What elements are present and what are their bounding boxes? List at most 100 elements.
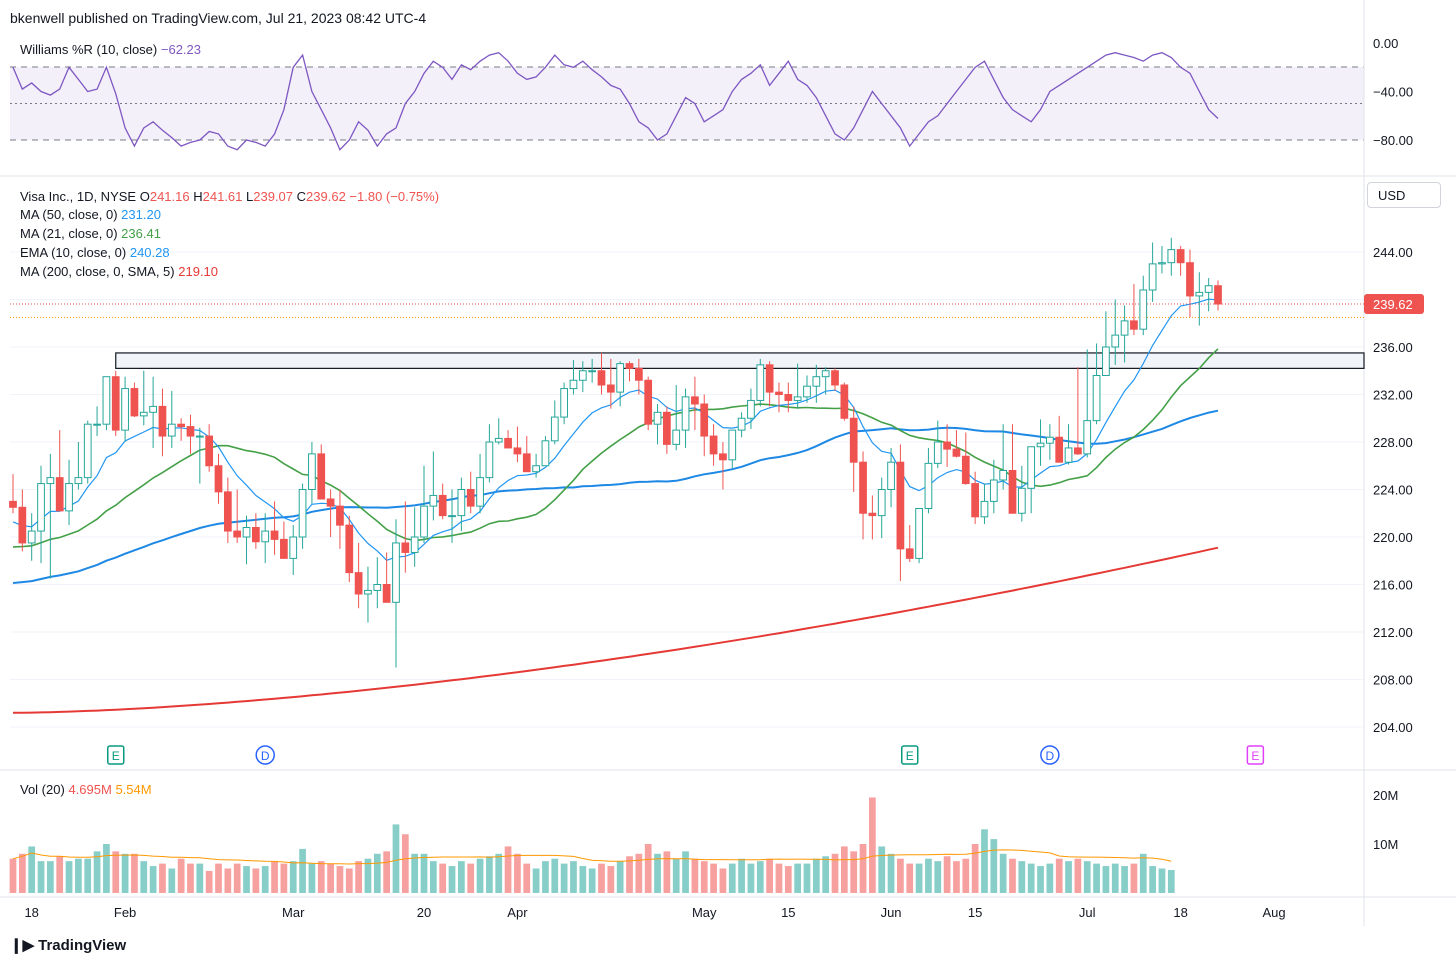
candle-body bbox=[728, 429, 737, 461]
volume-bar bbox=[196, 863, 204, 893]
tradingview-logo[interactable]: ❙▶ TradingView bbox=[10, 936, 126, 954]
volume-bar bbox=[364, 858, 372, 893]
candle-body bbox=[93, 423, 101, 426]
candle-body bbox=[252, 527, 260, 543]
candle-body bbox=[1008, 470, 1017, 514]
candle-body bbox=[121, 388, 129, 431]
candle-body bbox=[887, 461, 895, 490]
price-axis-label: 212.00 bbox=[1373, 625, 1413, 640]
volume-bar bbox=[345, 868, 353, 893]
volume-ma-path bbox=[12, 849, 1172, 865]
williams-legend: Williams %R (10, close) −62.23 bbox=[20, 42, 201, 57]
candle-body bbox=[625, 363, 634, 369]
ind-value: 219.10 bbox=[178, 264, 219, 279]
candle-body bbox=[55, 477, 64, 512]
candle-body bbox=[532, 465, 540, 473]
volume-bar bbox=[831, 853, 839, 893]
candle-body bbox=[448, 515, 456, 518]
candle-body bbox=[205, 435, 214, 467]
candle-body bbox=[37, 483, 45, 532]
volume-bar bbox=[598, 863, 605, 893]
candle-body bbox=[915, 508, 923, 559]
volume-bar bbox=[906, 863, 914, 893]
x-axis-label: Apr bbox=[507, 905, 528, 920]
candle-body bbox=[46, 477, 55, 485]
candle-body bbox=[933, 441, 942, 464]
candle-body bbox=[578, 370, 587, 381]
candle-body bbox=[1045, 436, 1054, 444]
candle-body bbox=[550, 416, 559, 442]
volume-bar bbox=[560, 863, 568, 893]
candle-body bbox=[737, 417, 746, 431]
volume-bar bbox=[747, 863, 755, 893]
candle-body bbox=[756, 364, 765, 401]
candle-body bbox=[1055, 436, 1064, 463]
candle-body bbox=[317, 453, 326, 500]
price-badge bbox=[1364, 294, 1424, 315]
candle-body bbox=[1148, 263, 1157, 291]
volume-bar bbox=[803, 863, 811, 893]
ind-ma21: MA (21, close, 0) 236.41 bbox=[20, 226, 161, 241]
volume-bar bbox=[710, 863, 717, 893]
candle-body bbox=[1186, 262, 1194, 297]
currency-button[interactable]: USD bbox=[1367, 182, 1441, 208]
event-label: D bbox=[261, 749, 270, 763]
volume-bar bbox=[644, 844, 652, 893]
volume-bar bbox=[990, 839, 998, 893]
candle-body bbox=[485, 441, 494, 479]
volume-bar bbox=[121, 853, 129, 893]
candle-body bbox=[382, 584, 391, 603]
candle-body bbox=[326, 498, 335, 507]
candle-body bbox=[308, 453, 316, 490]
event-label: D bbox=[1046, 749, 1055, 763]
volume-bar bbox=[812, 858, 820, 893]
candle-body bbox=[719, 453, 727, 461]
event-label: E bbox=[1251, 749, 1259, 763]
axis-labels: 244.00240.00236.00232.00228.00224.00220.… bbox=[24, 36, 1424, 920]
candle-body bbox=[896, 461, 905, 550]
volume-bar bbox=[1055, 858, 1063, 893]
candle-body bbox=[663, 411, 671, 445]
volume-bar bbox=[551, 858, 559, 893]
volume-bar bbox=[971, 844, 979, 893]
volume-bar bbox=[261, 866, 269, 893]
volume-bar bbox=[514, 853, 521, 893]
earnings-icon bbox=[1246, 745, 1265, 765]
volume-label: Vol (20) bbox=[20, 782, 65, 797]
candle-body bbox=[606, 384, 615, 393]
x-axis-label: Aug bbox=[1262, 905, 1285, 920]
volume-bar bbox=[700, 861, 708, 893]
candle-body bbox=[961, 455, 970, 485]
volume-value: 4.695M bbox=[68, 782, 112, 797]
volume-bar bbox=[420, 853, 428, 893]
volume-bar bbox=[168, 868, 176, 893]
candle-body bbox=[420, 505, 428, 538]
candle-body bbox=[775, 391, 783, 395]
change-value: −1.80 (−0.75%) bbox=[349, 189, 440, 204]
candle-body bbox=[298, 489, 307, 538]
volume-bar bbox=[1065, 861, 1072, 893]
volume-bar bbox=[9, 858, 17, 893]
volume-bar bbox=[75, 858, 82, 893]
volume-bar bbox=[766, 858, 773, 893]
volume-bar bbox=[925, 858, 932, 893]
x-axis-label: 20 bbox=[417, 905, 431, 920]
candle-body bbox=[1139, 289, 1148, 330]
candle-body bbox=[177, 423, 186, 428]
candle-body bbox=[971, 483, 979, 518]
open-value: 241.16 bbox=[149, 189, 190, 204]
volume-bar bbox=[93, 851, 101, 893]
candle-body bbox=[27, 530, 36, 544]
volume-bar bbox=[1027, 863, 1035, 893]
candle-body bbox=[242, 527, 251, 538]
volume-bar bbox=[1121, 866, 1128, 893]
event-label: E bbox=[906, 749, 914, 763]
candle-body bbox=[223, 491, 232, 532]
volume-legend: Vol (20) 4.695M 5.54M bbox=[20, 782, 152, 797]
candle-body bbox=[167, 423, 176, 437]
volume-bar bbox=[616, 861, 624, 893]
x-axis-label: 15 bbox=[781, 905, 795, 920]
candle-body bbox=[588, 370, 597, 373]
candle-body bbox=[560, 388, 568, 418]
